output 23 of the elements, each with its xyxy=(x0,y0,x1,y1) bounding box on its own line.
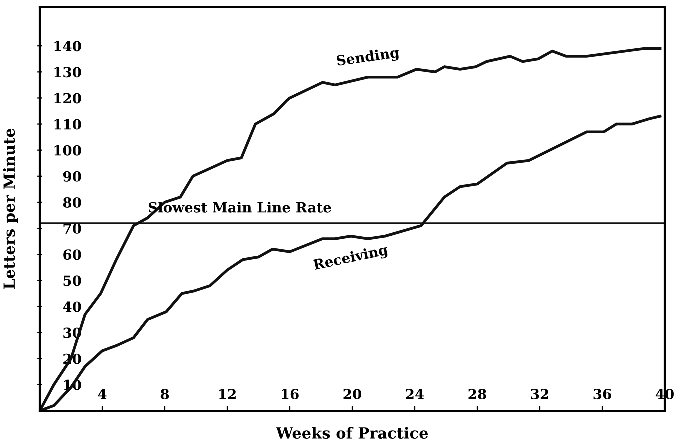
y-tick-label: 110 xyxy=(54,119,82,130)
y-tick-label: 90 xyxy=(63,171,82,182)
y-axis-title: Letters per Minute xyxy=(3,128,18,290)
y-tick-label: 40 xyxy=(63,302,82,312)
y-tick-label: 120 xyxy=(54,93,82,104)
y-tick-label: 80 xyxy=(63,197,82,208)
x-tick-label: 12 xyxy=(220,389,236,400)
y-tick-label: 100 xyxy=(54,145,82,156)
x-tick-label: 36 xyxy=(594,389,612,400)
x-tick-label: 24 xyxy=(406,389,424,400)
x-tick-label: 28 xyxy=(468,389,486,400)
text: Receiving xyxy=(312,244,390,274)
x-tick-label: 32 xyxy=(531,389,548,400)
y-tick-label: 130 xyxy=(54,67,82,78)
y-tick-label: 140 xyxy=(54,41,82,52)
x-axis-title: Weeks of Practice xyxy=(276,427,428,439)
x-tick-label: 20 xyxy=(344,389,362,400)
y-tick-label: 50 xyxy=(64,276,82,286)
y-tick-label: 60 xyxy=(64,250,82,260)
text: Sending xyxy=(336,46,400,69)
x-tick-label: 4 xyxy=(98,389,107,400)
x-tick-label: 16 xyxy=(282,389,299,400)
x-tick-label: 8 xyxy=(160,389,170,400)
